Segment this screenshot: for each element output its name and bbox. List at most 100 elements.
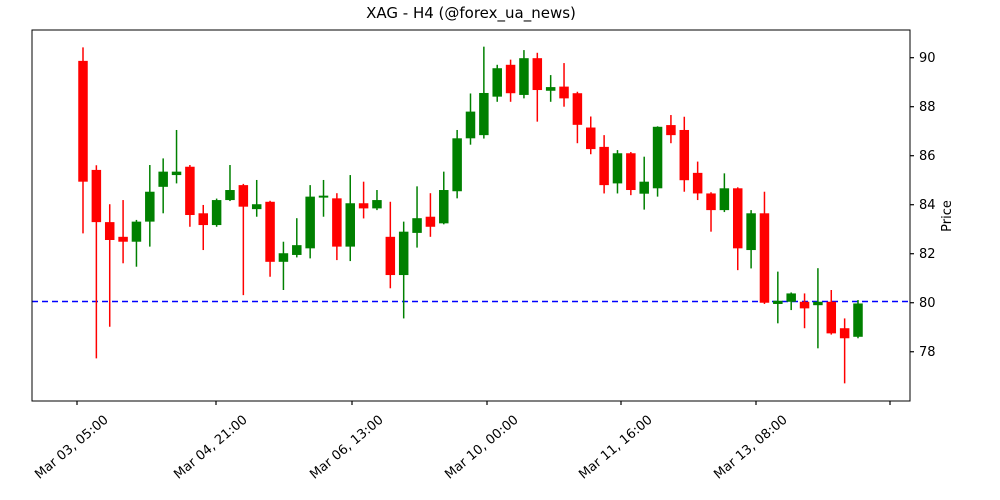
candle-34 (532, 52, 543, 122)
candle-body (238, 185, 249, 207)
candle-3 (118, 200, 128, 264)
candle-16 (292, 218, 302, 258)
candle-body (599, 146, 609, 186)
candle-body (185, 166, 195, 216)
candle-body (826, 301, 837, 334)
candles-group (78, 46, 863, 384)
candle-body (612, 153, 623, 184)
candle-body (225, 190, 235, 201)
candle-50 (746, 210, 756, 269)
candle-body (358, 203, 369, 209)
candle-body (345, 203, 355, 247)
x-tick-label: Mar 03, 05:00 (32, 413, 111, 483)
candle-body (519, 58, 529, 95)
candle-body (773, 300, 783, 304)
candle-14 (265, 200, 275, 277)
x-axis: Mar 03, 05:00 Mar 04, 21:00 Mar 06, 13:00 M… (32, 401, 891, 483)
candle-38 (586, 116, 596, 155)
candle-31 (492, 64, 502, 102)
candle-body (104, 222, 115, 241)
candle-body (626, 153, 636, 191)
candle-42 (639, 156, 649, 210)
candle-51 (759, 191, 770, 304)
candle-11 (225, 165, 235, 202)
candle-39 (599, 135, 609, 194)
candle-body (439, 190, 449, 224)
candle-53 (786, 292, 796, 311)
x-tick-label: Mar 13, 08:00 (711, 413, 790, 483)
candle-12 (238, 183, 249, 296)
candle-body (292, 245, 302, 255)
candle-0 (78, 47, 88, 234)
candle-48 (719, 173, 730, 213)
candle-4 (131, 219, 142, 267)
candle-26 (425, 193, 436, 237)
candle-body (786, 293, 796, 302)
candle-40 (612, 150, 623, 194)
candle-33 (519, 50, 529, 99)
candle-body (692, 172, 703, 194)
candle-body (78, 60, 88, 182)
candle-6 (158, 158, 168, 214)
candle-body (251, 204, 262, 210)
candle-17 (305, 185, 315, 259)
candle-9 (198, 204, 209, 251)
candle-body (586, 127, 596, 150)
candle-35 (545, 75, 556, 102)
candle-43 (652, 126, 663, 197)
candle-5 (145, 165, 155, 247)
candle-13 (251, 179, 262, 217)
candle-45 (679, 116, 690, 192)
x-tick-label: Mar 06, 13:00 (307, 413, 386, 483)
candle-body (732, 188, 743, 249)
candle-56 (826, 289, 837, 335)
candle-21 (358, 181, 369, 219)
candle-body (813, 301, 823, 306)
candle-body (372, 200, 382, 209)
candle-32 (505, 59, 516, 102)
candle-body (425, 216, 436, 227)
candle-body (305, 196, 315, 249)
candle-1 (91, 165, 102, 359)
candle-body (746, 213, 756, 251)
y-tick-label: 80 (919, 296, 936, 311)
chart-title: XAG - H4 (@forex_ua_news) (366, 4, 576, 23)
candle-57 (839, 318, 850, 384)
candle-body (492, 68, 502, 97)
candle-44 (666, 115, 676, 144)
candle-8 (185, 165, 195, 227)
candle-27 (439, 171, 449, 225)
candle-body (759, 213, 770, 303)
candle-25 (412, 186, 422, 248)
candle-37 (572, 91, 583, 144)
candle-body (719, 188, 730, 211)
candle-55 (813, 268, 823, 349)
candle-54 (799, 293, 810, 329)
candle-15 (278, 241, 289, 290)
candle-body (171, 171, 182, 176)
candle-36 (559, 63, 569, 107)
candle-body (799, 301, 810, 309)
y-axis: 90 88 86 84 82 80 78 (910, 51, 936, 360)
candle-22 (372, 190, 382, 211)
candle-body (706, 193, 716, 211)
candle-58 (853, 300, 863, 339)
candle-24 (398, 221, 409, 319)
candle-body (332, 198, 342, 247)
candle-7 (171, 129, 182, 184)
y-tick-label: 86 (919, 149, 936, 164)
x-tick-label: Mar 10, 00:00 (442, 413, 521, 483)
candle-body (639, 181, 649, 194)
candle-29 (465, 93, 476, 145)
candle-body (265, 201, 275, 262)
candle-body (465, 111, 476, 139)
candle-body (412, 218, 422, 233)
candle-body (572, 93, 583, 125)
y-tick-label: 82 (919, 247, 936, 262)
candle-body (505, 64, 516, 94)
y-tick-label: 84 (919, 198, 936, 213)
candle-body (198, 213, 209, 226)
candle-body (158, 171, 168, 187)
